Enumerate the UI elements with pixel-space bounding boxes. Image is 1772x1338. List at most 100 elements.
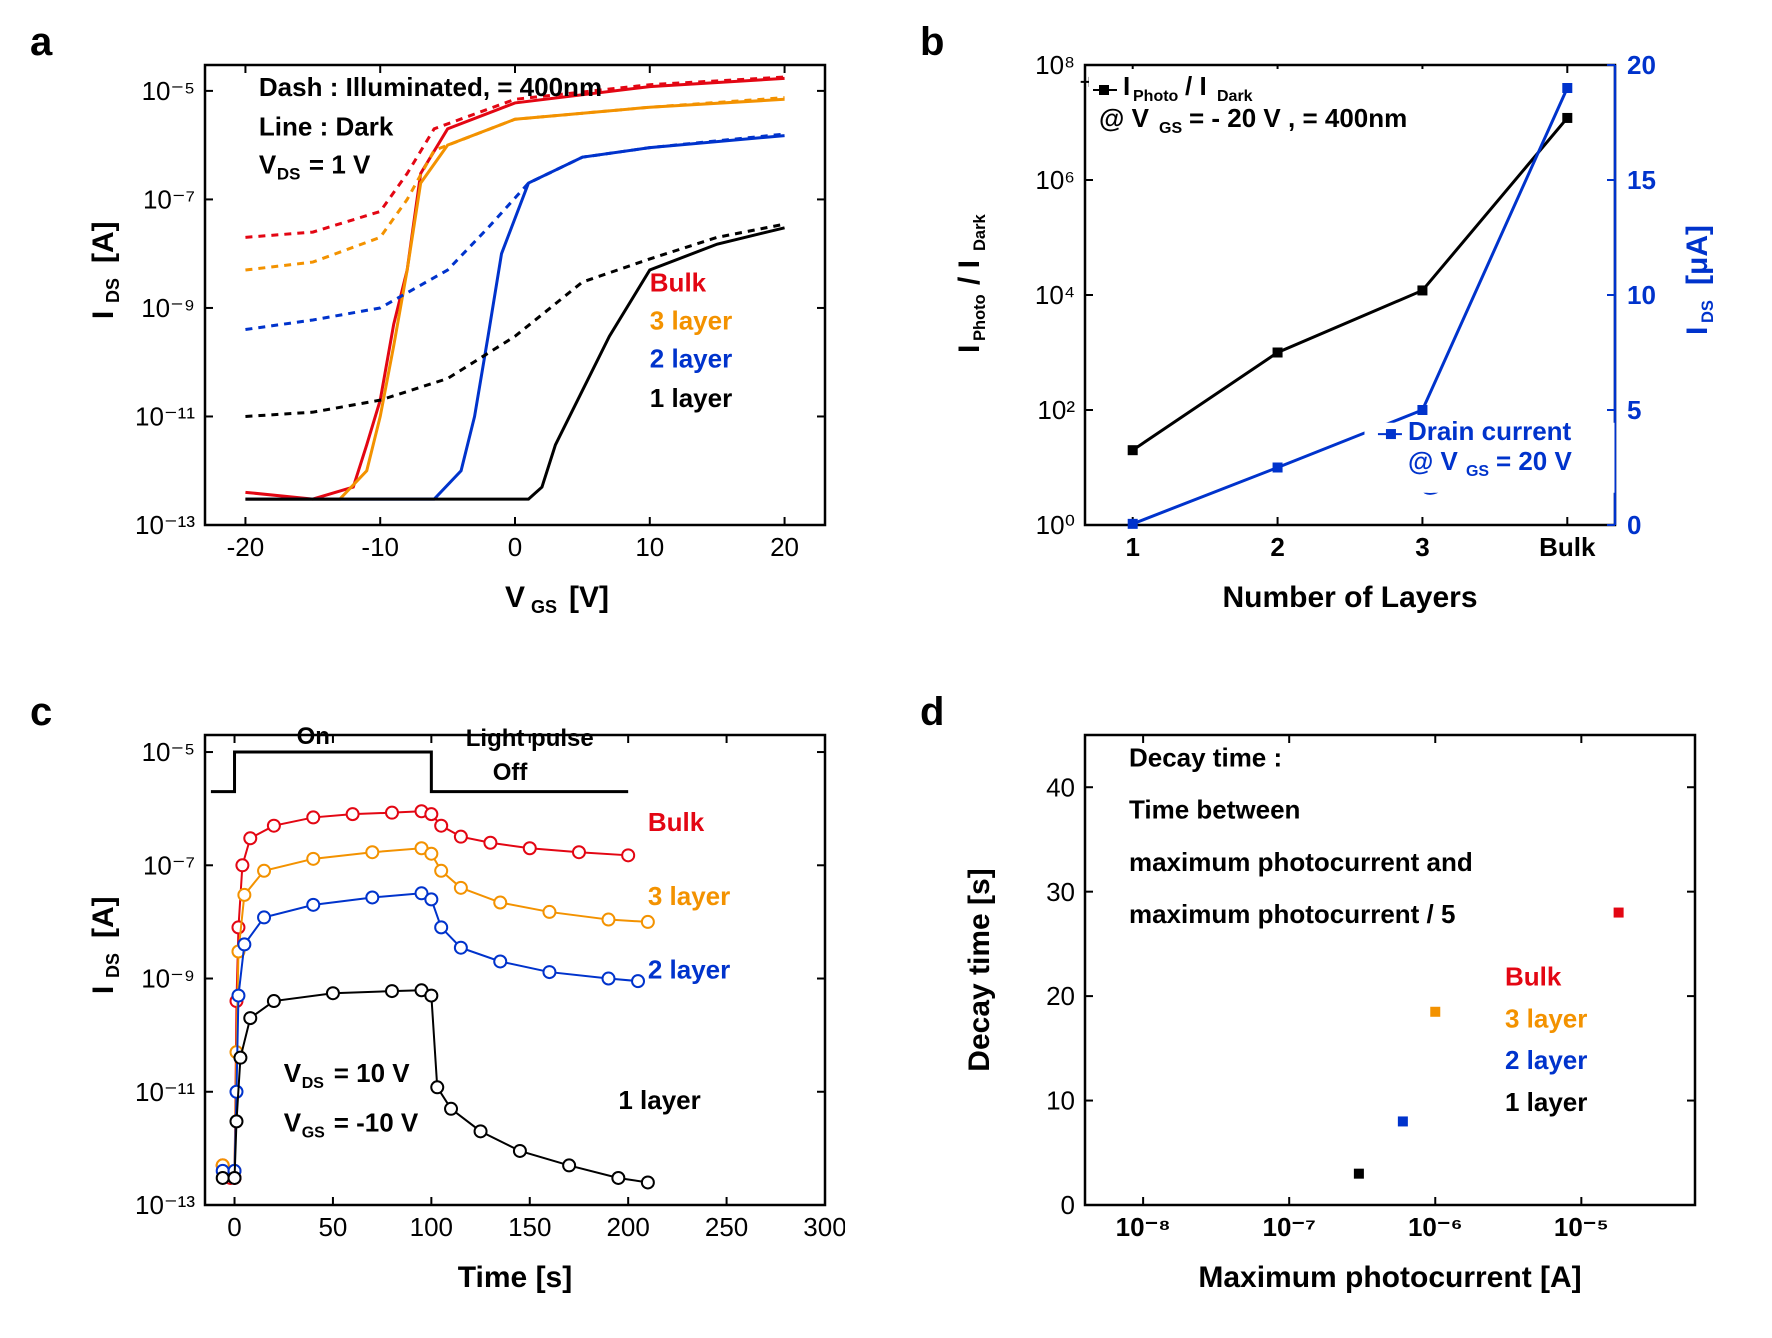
marker [307, 853, 319, 865]
xlabel: V [505, 581, 525, 614]
text: = 1 V [309, 150, 371, 180]
marker [232, 921, 244, 933]
light-pulse [211, 752, 628, 792]
panel-label-a: a [30, 20, 52, 65]
text: V [259, 150, 277, 180]
ytick-label: 10⁻¹³ [135, 510, 195, 540]
text: GS [1159, 120, 1182, 137]
ytick-label: 10⁻¹¹ [135, 1077, 195, 1107]
text: maximum photocurrent / 5 [1129, 899, 1456, 929]
marker [455, 882, 467, 894]
ytick-label: 10⁻⁹ [141, 293, 195, 323]
text: 10⁻⁷ [1263, 1212, 1316, 1242]
ytick-label: 10⁻⁵ [142, 737, 195, 767]
marker [514, 1145, 526, 1157]
xtick-label: -10 [361, 532, 399, 562]
text: DS [277, 165, 300, 184]
ytick-label: 0 [1061, 1190, 1075, 1220]
text: Maximum photocurrent [A] [1198, 1261, 1581, 1294]
point-1layer [1354, 1169, 1364, 1179]
text: DS [1699, 300, 1717, 323]
ytick-label: 10⁻¹¹ [135, 402, 195, 432]
ytick-right: 15 [1627, 165, 1656, 195]
legend-2 layer: 2 layer [650, 343, 732, 373]
marker [327, 987, 339, 999]
marker [573, 846, 585, 858]
marker [455, 942, 467, 954]
text: Decay time : [1129, 742, 1282, 772]
marker [1273, 463, 1282, 472]
marker [425, 990, 437, 1002]
series-iphoto-over-idark [1133, 118, 1568, 450]
marker [642, 1176, 654, 1188]
marker [642, 916, 654, 928]
text: 1 [1125, 532, 1139, 562]
marker [494, 897, 506, 909]
text: = -10 V [334, 1107, 419, 1137]
marker [632, 975, 644, 987]
ytick-right: 0 [1627, 510, 1641, 540]
text: / I [1185, 71, 1207, 101]
xtick-label: 150 [508, 1212, 551, 1242]
text: On [297, 723, 330, 750]
marker [435, 921, 447, 933]
marker [425, 893, 437, 905]
point-2layer [1398, 1116, 1408, 1126]
text: [μA] [1681, 225, 1714, 285]
point-3layer [1430, 1007, 1440, 1017]
annot: Dash : Illuminated, = 400nm [259, 72, 602, 102]
text: DS [103, 953, 123, 978]
text: @ V [1408, 446, 1459, 476]
marker [307, 811, 319, 823]
xtick-label: 200 [606, 1212, 649, 1242]
text: = 10 V [334, 1058, 411, 1088]
marker [1563, 84, 1572, 93]
marker [563, 1159, 575, 1171]
text: [A] [87, 221, 120, 263]
marker [1128, 519, 1137, 528]
ytick-label: 10⁻⁵ [142, 76, 195, 106]
marker [366, 891, 378, 903]
text: Bulk [648, 807, 705, 837]
marker [425, 848, 437, 860]
marker [431, 1081, 443, 1093]
panel-c: 05010015020025030010⁻¹³10⁻¹¹10⁻⁹10⁻⁷10⁻⁵… [85, 705, 845, 1305]
marker [230, 1115, 242, 1127]
text: @ V [1099, 103, 1150, 133]
text: Dark [971, 213, 989, 251]
text: [A] [87, 896, 120, 938]
marker [435, 865, 447, 877]
text: Light pulse [466, 725, 594, 752]
annot: Line : Dark [259, 112, 394, 142]
xtick-label: 0 [227, 1212, 241, 1242]
ytick-label: 10⁸ [1035, 50, 1075, 80]
xtick-label: 100 [410, 1212, 453, 1242]
text: I [87, 311, 120, 319]
marker [475, 1125, 487, 1137]
panel-label-d: d [920, 690, 944, 735]
point-bulk [1614, 908, 1624, 918]
ytick-label: 10⁻⁷ [143, 850, 195, 880]
text: I [1681, 327, 1714, 335]
ytick-label: 10⁴ [1035, 280, 1075, 310]
marker [229, 1172, 241, 1184]
ytick-right: 10 [1627, 280, 1656, 310]
ytick-label: 10⁰ [1036, 510, 1075, 540]
marker [602, 973, 614, 985]
marker [455, 831, 467, 843]
text: V [284, 1058, 302, 1088]
text: Decay time [s] [963, 868, 996, 1071]
ytick-label: 20 [1046, 981, 1075, 1011]
marker [268, 820, 280, 832]
legend-Bulk: Bulk [650, 268, 707, 298]
text: Bulk [1539, 532, 1596, 562]
marker [234, 1052, 246, 1064]
xtick-label: -20 [227, 532, 265, 562]
marker [1563, 113, 1572, 122]
xtick-label: 250 [705, 1212, 748, 1242]
xtick-label: 0 [508, 532, 522, 562]
ytick-label: 40 [1046, 772, 1075, 802]
marker [484, 837, 496, 849]
text: I [87, 986, 120, 994]
text: 3 layer [648, 881, 730, 911]
